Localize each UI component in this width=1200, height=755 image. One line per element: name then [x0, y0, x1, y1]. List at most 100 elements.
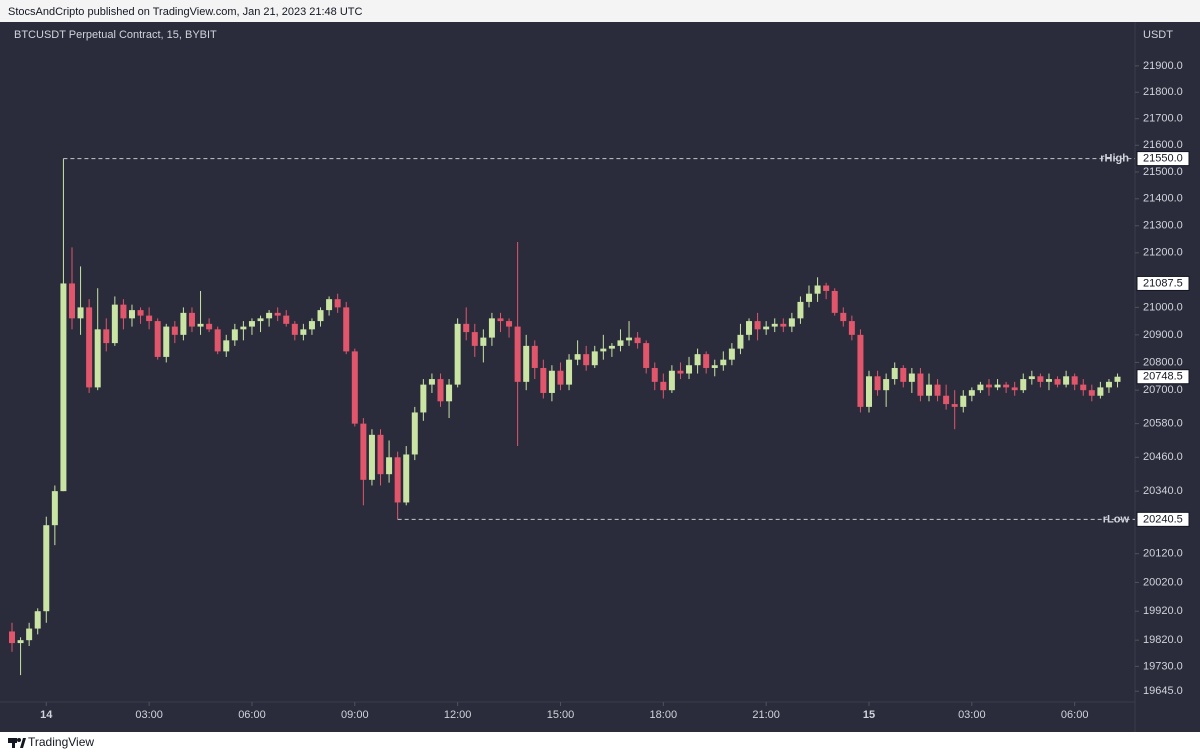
- candle-body: [506, 321, 513, 327]
- candle-body: [677, 370, 684, 374]
- candle-body: [1045, 379, 1052, 382]
- candle-body: [626, 337, 633, 341]
- y-tick-label: 21300.0: [1143, 220, 1183, 232]
- candle-body: [497, 318, 504, 322]
- x-tick-label: 21:00: [752, 709, 780, 721]
- y-tick-label: 20340.0: [1143, 485, 1183, 497]
- y-tick-label: 21900.0: [1143, 60, 1183, 72]
- candle-body: [171, 326, 178, 335]
- x-tick-label: 03:00: [958, 709, 986, 721]
- candle-body: [1105, 381, 1112, 388]
- level-name: rLow: [1103, 513, 1130, 525]
- candle-body: [720, 359, 727, 366]
- plot: 21900.0 21800.0 21700.0 21600.0 21500.0 21400…: [9, 60, 1190, 721]
- candle-body: [411, 412, 418, 455]
- candle-body: [548, 370, 555, 393]
- publisher-bar: [0, 0, 1200, 22]
- x-tick-label: 09:00: [341, 709, 369, 721]
- level-value: 20240.5: [1143, 513, 1183, 525]
- y-tick-label: 20020.0: [1143, 576, 1183, 588]
- candle-body: [651, 367, 658, 382]
- y-tick-label: 21200.0: [1143, 247, 1183, 259]
- candle-body: [771, 323, 778, 327]
- candle-body: [480, 337, 487, 346]
- chart-title: BTCUSDT Perpetual Contract, 15, BYBIT: [14, 29, 217, 41]
- candle-body: [814, 285, 821, 294]
- y-tick-label: 21600.0: [1143, 139, 1183, 151]
- candle-body: [823, 285, 830, 291]
- candle-body: [1028, 376, 1035, 380]
- candle-body: [60, 283, 67, 492]
- candle-body: [137, 310, 144, 316]
- y-tick-label: 20900.0: [1143, 329, 1183, 341]
- candle-body: [403, 454, 410, 503]
- y-tick-label: 21800.0: [1143, 86, 1183, 98]
- candle-body: [883, 379, 890, 391]
- candle-body: [728, 348, 735, 360]
- candle-body: [540, 367, 547, 393]
- candle-body: [763, 326, 770, 330]
- candle-body: [925, 384, 932, 396]
- candle-body: [300, 329, 307, 335]
- candle-body: [566, 359, 573, 385]
- candle-body: [17, 640, 24, 644]
- tv-logo: [8, 738, 26, 748]
- candle-body: [197, 323, 204, 327]
- candle-body: [377, 434, 384, 475]
- candle-body: [1011, 387, 1018, 391]
- y-tick-label: 20700.0: [1143, 384, 1183, 396]
- candle-body: [1020, 379, 1027, 391]
- candle-body: [617, 340, 624, 346]
- y-tick-label: 20120.0: [1143, 548, 1183, 560]
- candle-body: [368, 434, 375, 480]
- candle-body: [857, 334, 864, 407]
- candle-body: [180, 312, 187, 335]
- candle-body: [634, 337, 641, 344]
- candle-body: [446, 384, 453, 402]
- candle-body: [531, 345, 538, 368]
- candle-body: [1088, 390, 1095, 396]
- candle-body: [840, 312, 847, 322]
- candle-body: [240, 326, 247, 330]
- candle-body: [386, 457, 393, 475]
- candle-body: [1097, 387, 1104, 396]
- candle-body: [660, 381, 667, 391]
- candle-body: [1037, 376, 1044, 382]
- candle-body: [51, 491, 58, 526]
- candle-body: [831, 290, 838, 313]
- candle-body: [1063, 376, 1070, 385]
- price-label: 21087.5: [1143, 277, 1183, 289]
- footer-brand: TradingView: [28, 735, 94, 749]
- y-tick-label: 21500.0: [1143, 166, 1183, 178]
- y-tick-label: 20800.0: [1143, 356, 1183, 368]
- level-box: [1136, 511, 1190, 527]
- candle-body: [951, 404, 958, 407]
- candle-body: [686, 365, 693, 374]
- candle-body: [848, 321, 855, 335]
- x-tick-label: 03:00: [135, 709, 163, 721]
- candle-body: [977, 384, 984, 391]
- x-tick-label: 06:00: [238, 709, 266, 721]
- candle-body: [900, 367, 907, 382]
- candle-body: [934, 384, 941, 396]
- candle-body: [223, 340, 230, 352]
- candle-body: [343, 307, 350, 352]
- candle-body: [283, 315, 290, 324]
- candle-body: [968, 390, 975, 396]
- candle-body: [943, 395, 950, 405]
- candle-body: [917, 373, 924, 396]
- candle-body: [188, 312, 195, 327]
- candle-body: [1071, 376, 1078, 385]
- candle-body: [463, 323, 470, 333]
- y-tick-label: 19730.0: [1143, 660, 1183, 672]
- candle-body: [694, 354, 701, 366]
- candle-body: [488, 318, 495, 338]
- y-tick-label: 21000.0: [1143, 301, 1183, 313]
- y-tick-label: 20460.0: [1143, 451, 1183, 463]
- candle-body: [394, 457, 401, 503]
- candle-body: [866, 376, 872, 407]
- footer-bar: [0, 732, 1200, 755]
- candle-body: [86, 307, 93, 388]
- level-name: rHigh: [1100, 153, 1129, 165]
